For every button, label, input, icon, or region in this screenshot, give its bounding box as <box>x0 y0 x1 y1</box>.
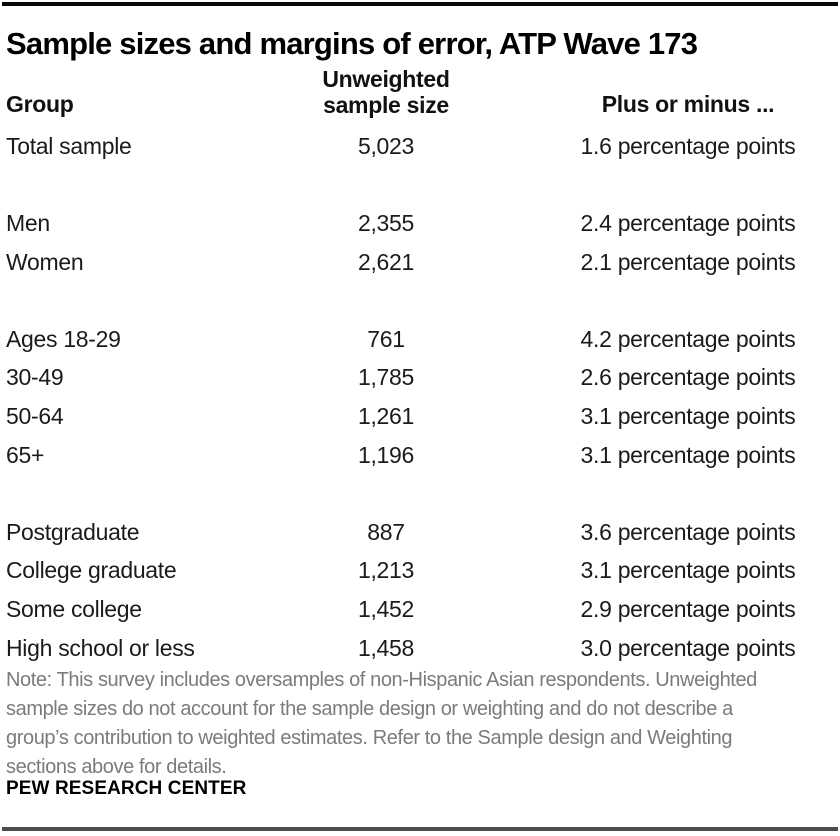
note-line: sample sizes do not account for the samp… <box>6 698 733 720</box>
source-label: PEW RESEARCH CENTER <box>6 778 247 799</box>
column-header-sample-size-line1: Unweighted <box>322 66 450 92</box>
top-rule-bar <box>2 2 838 6</box>
moe-value: 3.1 percentage points <box>580 441 796 468</box>
row-group: Postgraduate 887 3.6 percentage points Coll… <box>0 513 840 667</box>
page-title: Sample sizes and margins of error, ATP W… <box>6 26 698 61</box>
moe-value: 2.4 percentage points <box>580 209 796 236</box>
table-row: College graduate 1,213 3.1 percentage poin… <box>0 552 840 591</box>
group-label: Women <box>6 248 84 275</box>
table-row: Ages 18-29 761 4.2 percentage points <box>0 320 840 359</box>
table-row: 65+ 1,196 3.1 percentage points <box>0 436 840 475</box>
sample-size-value: 1,452 <box>357 595 415 622</box>
table-row: Total sample 5,023 1.6 percentage points <box>0 127 840 166</box>
sample-size-value: 1,213 <box>357 557 415 584</box>
table-row: 30-49 1,785 2.6 percentage points <box>0 359 840 398</box>
table-row: Postgraduate 887 3.6 percentage points <box>0 513 840 552</box>
moe-value: 2.1 percentage points <box>580 248 796 275</box>
note-line: sections above for details. <box>6 756 227 778</box>
moe-value: 3.1 percentage points <box>580 402 796 429</box>
row-group: Men 2,355 2.4 percentage points Women 2,621 2… <box>0 204 840 281</box>
group-label: 50-64 <box>6 402 64 429</box>
sample-size-value: 761 <box>367 325 405 352</box>
table-row: Men 2,355 2.4 percentage points <box>0 204 840 243</box>
sample-size-value: 5,023 <box>357 132 415 159</box>
note-line: group’s contribution to weighted estimat… <box>6 727 733 749</box>
column-header-margin-of-error: Plus or minus ... <box>601 91 775 117</box>
group-label: College graduate <box>6 557 177 584</box>
table-header-row: Group Unweighted sample size Plus or min… <box>0 64 840 118</box>
moe-value: 3.1 percentage points <box>580 557 796 584</box>
table-row: 50-64 1,261 3.1 percentage points <box>0 397 840 436</box>
group-label: Ages 18-29 <box>6 325 121 352</box>
sample-size-value: 1,785 <box>357 364 415 391</box>
bottom-rule-bar <box>2 827 838 831</box>
note-line: Note: This survey includes oversamples o… <box>6 669 757 691</box>
table-row: Some college 1,452 2.9 percentage points <box>0 590 840 629</box>
column-header-group: Group <box>6 91 74 117</box>
moe-value: 2.9 percentage points <box>580 595 796 622</box>
group-label: 30-49 <box>6 364 64 391</box>
group-label: 65+ <box>6 441 45 468</box>
moe-value: 3.6 percentage points <box>580 518 796 545</box>
table-row: Women 2,621 2.1 percentage points <box>0 243 840 282</box>
row-group: Ages 18-29 761 4.2 percentage points 30-49 1… <box>0 320 840 474</box>
group-label: Some college <box>6 595 142 622</box>
sample-size-value: 1,261 <box>357 402 415 429</box>
column-header-sample-size-line2: sample size <box>323 92 449 118</box>
sample-size-value: 887 <box>367 518 405 545</box>
sample-size-value: 1,458 <box>357 634 415 661</box>
moe-value: 1.6 percentage points <box>580 132 796 159</box>
group-label: Total sample <box>6 132 132 159</box>
table-body: Total sample 5,023 1.6 percentage points Me… <box>0 127 840 667</box>
moe-value: 3.0 percentage points <box>580 634 796 661</box>
note: Note: This survey includes oversamples o… <box>6 666 834 782</box>
group-label: Postgraduate <box>6 518 140 545</box>
group-label: High school or less <box>6 634 195 661</box>
sample-size-value: 2,621 <box>357 248 415 275</box>
sample-size-value: 1,196 <box>357 441 415 468</box>
group-label: Men <box>6 209 50 236</box>
moe-value: 4.2 percentage points <box>580 325 796 352</box>
sample-size-value: 2,355 <box>357 209 415 236</box>
column-header-sample-size: Unweighted sample size <box>312 66 460 118</box>
row-group: Total sample 5,023 1.6 percentage points <box>0 127 840 166</box>
moe-value: 2.6 percentage points <box>580 364 796 391</box>
table-row: High school or less 1,458 3.0 percentage p… <box>0 629 840 668</box>
